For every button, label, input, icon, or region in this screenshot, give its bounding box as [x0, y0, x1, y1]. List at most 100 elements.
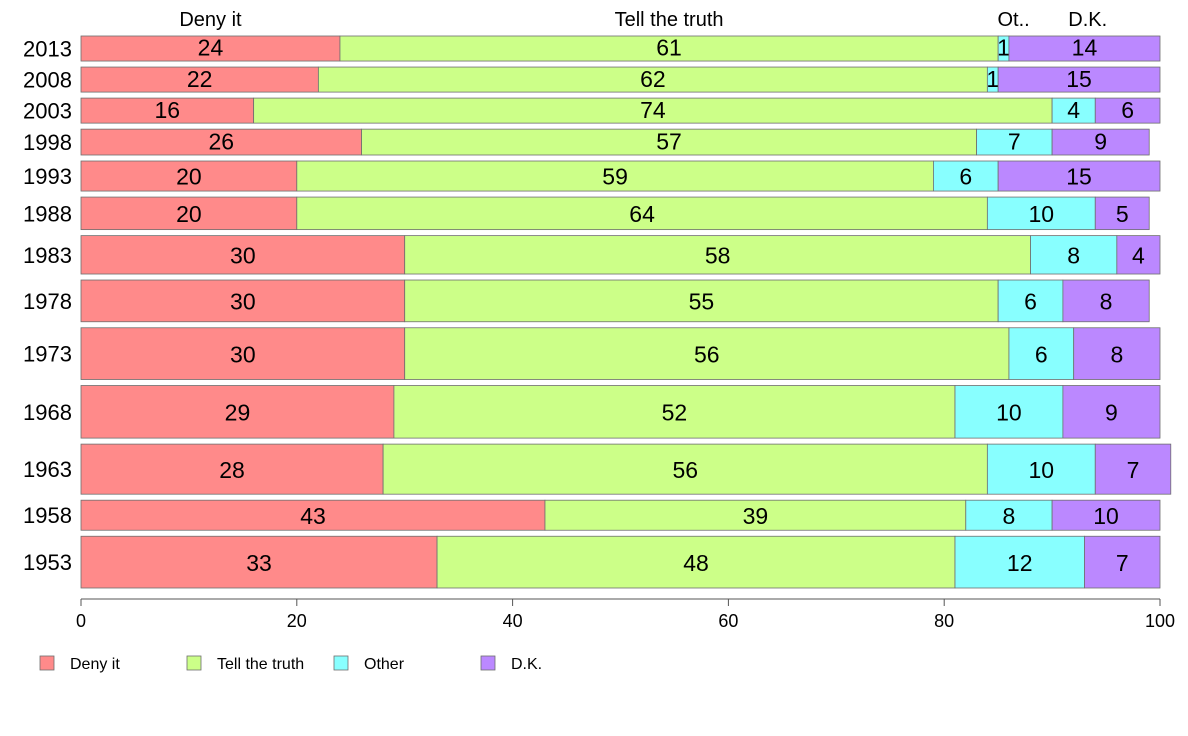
bar-segment-deny-it-1983: [80, 235, 406, 275]
data-label-deny-it-1988: 20: [176, 201, 202, 227]
data-label-other-1993: 6: [959, 164, 972, 190]
data-label-d-k-1963: 7: [1127, 457, 1140, 483]
year-label-1978: 1978: [23, 289, 72, 314]
bar-segment-d-k-1983: [1116, 235, 1161, 275]
data-label-tell-the-truth-1968: 52: [662, 399, 688, 425]
data-label-deny-it-1983: 30: [230, 242, 256, 268]
data-label-tell-the-truth-1988: 64: [629, 201, 655, 227]
bar-segment-d-k-1953: [1084, 535, 1161, 589]
bar-segment-deny-it-1963: [80, 443, 384, 495]
bar-segment-tell-the-truth-1958: [544, 499, 967, 531]
year-label-1953: 1953: [23, 550, 72, 575]
bar-segment-d-k-1988: [1094, 196, 1150, 231]
bar-segment-deny-it-1973: [80, 327, 406, 380]
bar-row-2013: 24 61 1 14: [80, 35, 1161, 62]
bar-segment-tell-the-truth-1978: [404, 279, 999, 323]
data-label-d-k-1958: 10: [1093, 503, 1119, 529]
data-label-d-k-1988: 5: [1116, 201, 1129, 227]
data-label-deny-it-1993: 20: [176, 164, 202, 190]
legend-label-other: Other: [364, 656, 405, 673]
legend: Deny it Tell the truth Other D.K.: [39, 655, 542, 673]
bar-segment-tell-the-truth-1963: [382, 443, 988, 495]
data-label-other-1973: 6: [1035, 341, 1048, 367]
year-labels: 2013 2008 2003 1998 1993 1988 1983 1978 1973 1968…: [23, 37, 72, 576]
data-label-tell-the-truth-1998: 57: [656, 129, 682, 155]
bar-segment-tell-the-truth-1998: [361, 128, 977, 156]
x-tick-label-60: 60: [718, 611, 738, 631]
bar-segment-tell-the-truth-1973: [404, 327, 1010, 380]
data-label-tell-the-truth-1978: 55: [689, 289, 715, 315]
series-header-labels: Deny it Tell the truth Ot.. D.K.: [179, 9, 1107, 31]
bar-row-1983: 30 58 8 4: [80, 235, 1161, 275]
bar-segment-deny-it-2003: [80, 97, 255, 124]
year-label-2003: 2003: [23, 99, 72, 124]
data-label-d-k-1973: 8: [1110, 341, 1123, 367]
data-label-tell-the-truth-1958: 39: [743, 503, 769, 529]
data-label-d-k-2008: 15: [1066, 66, 1092, 92]
bar-segment-other-1993: [933, 160, 999, 192]
header-label-tell-the-truth: Tell the truth: [615, 9, 724, 31]
bar-segment-d-k-1963: [1094, 443, 1172, 495]
header-label-d-k: D.K.: [1068, 9, 1107, 31]
year-label-2013: 2013: [23, 37, 72, 62]
legend-label-deny-it: Deny it: [70, 656, 120, 673]
data-label-deny-it-2003: 16: [155, 97, 181, 123]
bar-segment-d-k-1968: [1062, 385, 1161, 439]
bar-segment-d-k-1978: [1062, 279, 1150, 323]
data-label-other-2003: 4: [1067, 97, 1080, 123]
data-label-d-k-1953: 7: [1116, 550, 1129, 576]
year-label-1988: 1988: [23, 201, 72, 226]
data-label-deny-it-2008: 22: [187, 66, 213, 92]
data-label-d-k-1978: 8: [1100, 289, 1113, 315]
bar-row-1973: 30 56 6 8: [80, 327, 1161, 380]
x-tick-label-80: 80: [934, 611, 954, 631]
legend-label-d-k: D.K.: [511, 656, 542, 673]
bar-segment-other-1963: [986, 443, 1096, 495]
data-label-other-1998: 7: [1008, 129, 1021, 155]
year-label-1968: 1968: [23, 400, 72, 425]
data-label-other-1983: 8: [1067, 242, 1080, 268]
data-label-d-k-1998: 9: [1094, 129, 1107, 155]
data-label-tell-the-truth-1953: 48: [683, 550, 709, 576]
bar-row-2008: 22 62 1 15: [80, 66, 1161, 93]
data-label-d-k-1968: 9: [1105, 399, 1118, 425]
year-label-1998: 1998: [23, 130, 72, 155]
bar-row-2003: 16 74 4 6: [80, 97, 1161, 124]
bar-segment-other-2003: [1051, 97, 1096, 124]
data-label-deny-it-1973: 30: [230, 341, 256, 367]
data-label-other-2013: 1: [997, 35, 1010, 61]
x-tick-label-0: 0: [76, 611, 86, 631]
bar-segment-deny-it-1953: [80, 535, 438, 589]
legend-swatch-other: [333, 655, 349, 671]
data-label-other-1963: 10: [1029, 457, 1055, 483]
bar-row-1968: 29 52 10 9: [80, 385, 1161, 439]
data-label-other-2008: 1: [986, 66, 999, 92]
legend-item-other: Other: [333, 655, 405, 673]
data-label-d-k-2013: 14: [1072, 35, 1098, 61]
data-label-tell-the-truth-1983: 58: [705, 242, 731, 268]
bar-segment-other-1973: [1008, 327, 1075, 380]
bar-segment-tell-the-truth-1993: [296, 160, 934, 192]
bar-segment-deny-it-1968: [80, 385, 395, 439]
year-label-1993: 1993: [23, 164, 72, 189]
bar-segment-d-k-1998: [1051, 128, 1150, 156]
header-label-other: Ot..: [997, 9, 1029, 31]
data-label-tell-the-truth-1963: 56: [672, 457, 698, 483]
bar-segment-d-k-2013: [1008, 35, 1161, 62]
data-label-d-k-2003: 6: [1121, 97, 1134, 123]
bar-segment-tell-the-truth-1953: [436, 535, 956, 589]
year-label-2008: 2008: [23, 68, 72, 93]
data-label-other-1978: 6: [1024, 289, 1037, 315]
bar-segment-tell-the-truth-1988: [296, 196, 988, 231]
data-label-deny-it-1953: 33: [246, 550, 272, 576]
data-label-other-1953: 12: [1007, 550, 1033, 576]
bar-row-1963: 28 56 10 7: [80, 443, 1172, 495]
data-label-tell-the-truth-2013: 61: [656, 35, 682, 61]
bar-segment-deny-it-1993: [80, 160, 298, 192]
bar-row-1988: 20 64 10 5: [80, 196, 1150, 231]
bar-segment-d-k-1993: [997, 160, 1161, 192]
bar-segment-other-1978: [997, 279, 1064, 323]
bar-segment-d-k-1973: [1073, 327, 1161, 380]
data-label-d-k-1983: 4: [1132, 242, 1145, 268]
